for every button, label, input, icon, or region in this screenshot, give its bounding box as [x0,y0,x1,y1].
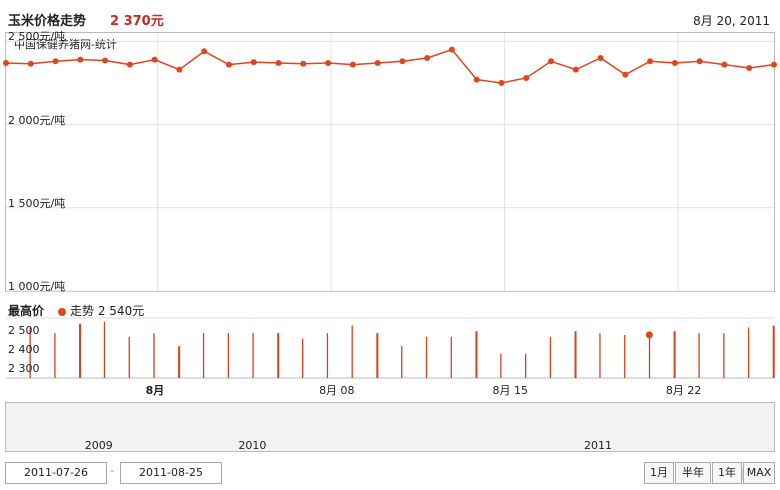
volume-bar [29,327,31,378]
volume-bar [673,331,676,378]
volume-y-tick-label: 2 300 [8,361,40,375]
volume-bar [326,333,329,378]
price-point [151,56,158,63]
volume-y-tick-label: 2 400 [8,342,40,356]
price-point [746,64,753,71]
volume-bar [79,323,82,378]
volume-bar [425,336,428,378]
volume-bar [648,336,651,378]
range-button-3[interactable]: MAX [743,462,775,484]
price-point [448,46,455,53]
price-point [27,60,34,67]
price-point [771,61,777,68]
price-point [225,61,232,68]
price-point [275,59,282,66]
price-point [176,66,183,73]
volume-bar [178,346,181,378]
price-point [647,58,654,65]
price-point [300,60,307,67]
price-point [77,56,84,63]
y-tick-label: 2 500元/吨 [8,30,66,44]
x-tick-label: 8月 08 [319,384,355,397]
volume-bar [524,353,527,378]
volume-bar [302,338,304,378]
price-point [52,58,59,65]
price-point [250,59,257,66]
page-title: 玉米价格走势 [8,14,87,29]
price-point [102,57,109,64]
volume-bar [54,333,56,378]
price-point [498,79,505,86]
volume-y-tick-label: 2 500 [8,324,40,338]
volume-bar [475,331,478,378]
range-from-input[interactable]: 2011-07-26 [5,462,107,484]
y-tick-label: 2 000元/吨 [8,113,66,127]
price-point [572,66,579,73]
price-point [721,61,728,68]
volume-bar [624,334,626,378]
volume-bar [401,346,403,378]
volume-bar [599,333,601,378]
price-point [3,59,9,66]
range-button-0[interactable]: 1月 [644,462,674,484]
volume-bar [574,331,577,378]
price-point [424,54,431,61]
price-point [349,61,356,68]
volume-bar [773,344,775,378]
volume-bar [698,333,700,378]
volume-legend: 走势 2 540元 [58,302,144,319]
legend-value: 2 540元 [97,304,145,318]
volume-bar [747,327,750,378]
range-button-2[interactable]: 1年 [712,462,742,484]
volume-bar [128,336,130,378]
navigator-year-label: 2011 [584,439,612,452]
range-button-1[interactable]: 半年 [675,462,711,484]
volume-bar [351,325,353,378]
price-point [201,48,208,55]
range-to-input[interactable]: 2011-08-25 [120,462,222,484]
volume-bar [450,336,452,378]
volume-bar [103,321,106,378]
volume-marker-point [645,331,653,339]
current-price: 2 370元 [110,14,164,29]
price-series-line [5,48,775,84]
volume-bar [376,333,379,378]
volume-bar [549,336,552,378]
price-point [473,76,480,83]
x-tick-label: 8月 [145,384,165,397]
price-point [399,58,406,65]
current-date: 8月 20, 2011 [693,14,770,28]
legend-label: 走势 [70,304,95,318]
price-point [523,74,530,81]
price-point [696,58,703,65]
legend-dot-icon [58,307,66,316]
volume-bar [252,333,254,378]
range-separator: - [110,464,114,477]
price-point [374,59,381,66]
price-point [597,54,604,61]
y-tick-label: 1 500元/吨 [8,196,66,210]
y-tick-label: 1 000元/吨 [8,280,66,293]
volume-bar [153,333,155,378]
price-point [671,59,678,66]
volume-bar [202,333,205,378]
x-tick-label: 8月 22 [665,384,702,397]
price-point [548,58,555,65]
navigator-year-label: 2009 [84,439,113,452]
navigator-year-label: 2010 [238,439,267,452]
volume-bar [500,353,502,378]
range-navigator[interactable] [5,402,775,452]
x-tick-label: 8月 15 [492,384,528,397]
volume-bar [723,333,725,378]
price-point [126,61,133,68]
volume-bar [277,333,280,378]
price-point [325,59,332,66]
volume-bar [227,333,229,378]
volume-chart-title: 最高价 [8,304,45,318]
price-point [622,71,629,78]
